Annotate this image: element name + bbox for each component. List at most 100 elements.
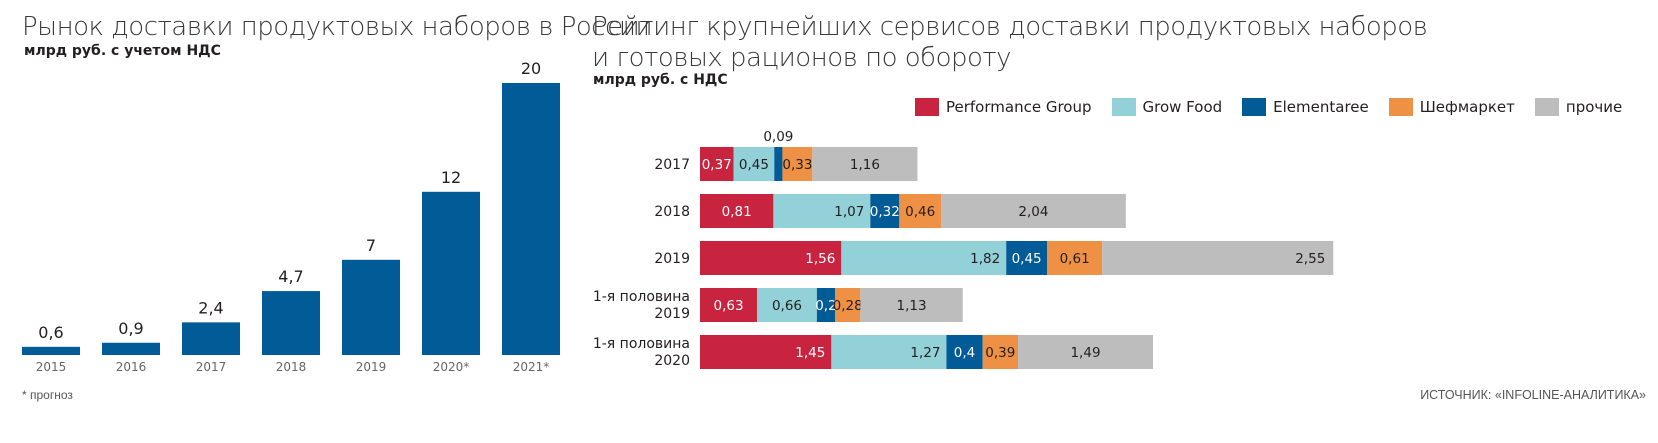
segment-value-label: 0,2 (815, 298, 836, 314)
legend-label: прочие (1565, 98, 1623, 116)
left-chart-subtitle: млрд руб. с учетом НДС (24, 43, 221, 59)
segment-value-label: 0,4 (954, 345, 975, 361)
segment-performance (700, 335, 832, 369)
market-bar-chart: 0,6 2015 0,9 2016 2,4 2017 4,7 2018 7 2019 12 2020*… (22, 59, 560, 374)
source-note: ИСТОЧНИК: «INFOLINE-АНАЛИТИКА» (1420, 388, 1646, 402)
segment-value-label: 1,07 (834, 204, 864, 220)
segment-performance (700, 288, 758, 322)
segment-other (860, 288, 963, 322)
row-category-label: 2017 (654, 157, 690, 173)
legend-label: Grow Food (1142, 98, 1223, 116)
segment-value-label: 0,28 (833, 298, 863, 314)
segment-value-label: 0,46 (905, 204, 935, 220)
segment-elementaree (946, 335, 983, 369)
segment-value-label: 1,82 (970, 251, 1000, 267)
segment-value-label: 1,45 (795, 345, 825, 361)
segment-performance (700, 147, 734, 181)
segment-value-label: 0,09 (763, 129, 793, 145)
market-bar-2018 (262, 291, 320, 355)
segment-growfood (831, 335, 947, 369)
legend-item: прочие (1534, 98, 1623, 116)
segment-value-label: 1,49 (1070, 345, 1100, 361)
legend-item: Шефмаркет (1388, 98, 1515, 116)
segment-other (1018, 335, 1153, 369)
market-bar-2020 (422, 191, 480, 355)
market-bar-value-label: 0,6 (38, 323, 63, 342)
market-year-tick-label: 2020* (433, 360, 470, 374)
segment-growfood (773, 194, 871, 228)
segment-shefmarket (834, 288, 861, 322)
market-year-tick-label: 2016 (116, 360, 147, 374)
segment-value-label: 1,56 (805, 251, 835, 267)
segment-value-label: 0,45 (1012, 251, 1042, 267)
segment-performance (700, 194, 774, 228)
segment-elementaree (774, 147, 783, 181)
segment-growfood (757, 288, 817, 322)
forecast-footnote: * прогноз (22, 388, 73, 402)
market-bar-value-label: 0,9 (118, 319, 143, 338)
segment-value-label: 0,81 (722, 204, 752, 220)
segment-value-label: 0,45 (739, 157, 769, 173)
segment-elementaree (870, 194, 900, 228)
market-bar-2019 (342, 259, 400, 355)
segment-growfood (733, 147, 775, 181)
market-bar-2021 (502, 83, 560, 355)
legend-item: Grow Food (1111, 98, 1223, 116)
market-bar-2016 (102, 342, 160, 355)
segment-shefmarket (782, 147, 813, 181)
legend-item: Performance Group (915, 98, 1092, 116)
market-bar-2015 (22, 346, 80, 355)
market-bar-value-label: 2,4 (198, 298, 223, 317)
row-category-label: 1-я половина (593, 336, 690, 352)
legend-swatch (1242, 98, 1267, 116)
legend-swatch (1111, 98, 1136, 116)
market-year-tick-label: 2015 (36, 360, 67, 374)
market-bar-value-label: 12 (441, 168, 461, 187)
row-category-label: 1-я половина (593, 289, 690, 305)
row-category-label-line2: 2019 (654, 306, 690, 322)
segment-elementaree (1006, 241, 1047, 275)
chart-legend: Performance Group Grow Food Elementaree Шеф… (915, 98, 1622, 116)
segment-value-label: 0,33 (782, 157, 812, 173)
legend-item: Elementaree (1242, 98, 1369, 116)
left-chart-title: Рынок доставки продуктовых наборов в Рос… (22, 12, 653, 42)
segment-value-label: 1,16 (850, 157, 880, 173)
segment-value-label: 0,32 (870, 204, 900, 220)
legend-swatch (1388, 98, 1413, 116)
legend-swatch (915, 98, 939, 116)
right-chart-subtitle: млрд руб. с НДС (593, 72, 728, 88)
segment-value-label: 0,66 (772, 298, 802, 314)
segment-shefmarket (899, 194, 941, 228)
market-bar-value-label: 7 (366, 236, 376, 255)
segment-value-label: 0,63 (714, 298, 744, 314)
segment-elementaree (816, 288, 835, 322)
segment-shefmarket (1046, 241, 1103, 275)
segment-value-label: 1,27 (910, 345, 940, 361)
row-category-label: 2019 (654, 251, 690, 267)
segment-performance (700, 241, 842, 275)
segment-value-label: 2,55 (1295, 251, 1325, 267)
market-year-tick-label: 2017 (196, 360, 227, 374)
row-category-label-line2: 2020 (654, 353, 690, 369)
segment-value-label: 2,04 (1018, 204, 1048, 220)
segment-shefmarket (982, 335, 1019, 369)
legend-label: Elementaree (1273, 98, 1369, 116)
market-bar-value-label: 4,7 (278, 267, 303, 286)
segment-growfood (841, 241, 1007, 275)
segment-value-label: 1,13 (897, 298, 927, 314)
market-year-tick-label: 2021* (513, 360, 550, 374)
segment-value-label: 0,61 (1060, 251, 1090, 267)
row-category-label: 2018 (654, 204, 690, 220)
ranking-stacked-bar-chart: 2017 0,37 0,45 0,09 0,33 1,16 2018 0,81 1,07 0,32… (593, 129, 1334, 369)
segment-value-label: 0,37 (702, 157, 732, 173)
market-year-tick-label: 2019 (356, 360, 387, 374)
legend-swatch (1534, 98, 1559, 116)
segment-other (1102, 241, 1334, 275)
right-chart-title-line1: Рейтинг крупнейших сервисов доставки про… (592, 12, 1428, 42)
legend-label: Performance Group (946, 98, 1092, 116)
market-bar-value-label: 20 (521, 59, 541, 78)
segment-other (940, 194, 1126, 228)
segment-value-label: 0,39 (985, 345, 1015, 361)
segment-other (812, 147, 918, 181)
market-bar-2017 (182, 322, 240, 355)
